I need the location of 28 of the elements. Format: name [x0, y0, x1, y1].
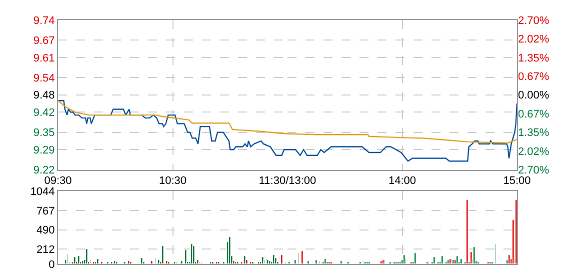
y-tick-label: 9.61 — [33, 52, 55, 64]
x-tick-label: 15:00 — [503, 174, 531, 187]
y-tick-label: 9.22 — [33, 164, 55, 177]
text: 1.35% — [518, 52, 550, 64]
text: 1.35% — [518, 127, 550, 140]
text: 2.70% — [518, 164, 550, 177]
text: 0.00% — [518, 90, 550, 102]
x-tick-label: 11:30/13:00 — [258, 174, 316, 187]
text: 2.02% — [518, 146, 550, 158]
y-tick-label: 490 — [36, 224, 55, 237]
y-tick-label: 1044 — [30, 186, 55, 198]
text: 2.02% — [518, 34, 550, 46]
y-tick-label: 9.29 — [33, 144, 55, 156]
y-tick-label: 9.67 — [33, 34, 55, 47]
x-tick-label: 10:30 — [158, 174, 187, 187]
y-tick-label: 767 — [36, 205, 55, 218]
text: 2.70% — [518, 14, 550, 27]
y-tick-label: 9.35 — [33, 127, 55, 140]
text: 0.67% — [518, 71, 550, 84]
y-tick-label: 212 — [36, 244, 55, 256]
x-tick-label: 09:30 — [44, 174, 72, 187]
y-tick-label: 0 — [48, 258, 55, 271]
y-tick-label: 9.42 — [33, 107, 55, 120]
y-tick-label: 9.54 — [33, 72, 55, 84]
x-tick-label: 14:00 — [388, 174, 416, 187]
text: 0.67% — [518, 108, 550, 120]
y-tick-label: 9.48 — [33, 90, 55, 102]
y-tick-label: 9.74 — [33, 14, 55, 27]
